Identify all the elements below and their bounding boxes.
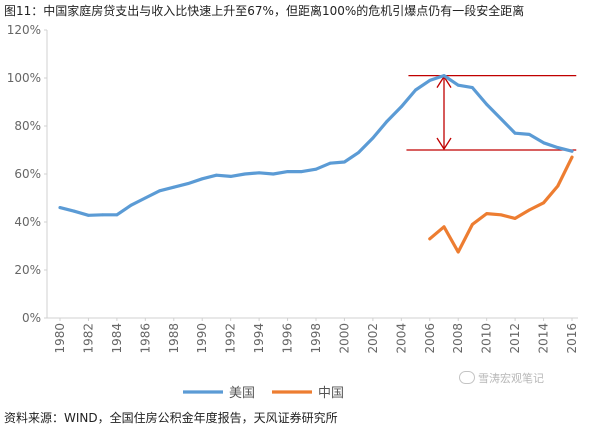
- data-point-2: [556, 184, 560, 188]
- data-point-1: [129, 203, 133, 207]
- data-point-1: [542, 141, 545, 145]
- data-point-1: [343, 160, 346, 164]
- x-tick-label: 2008: [451, 323, 465, 354]
- data-point-1: [271, 172, 275, 176]
- x-tick-label: 2010: [480, 323, 494, 354]
- gap-annotation: [406, 74, 577, 151]
- data-point-1: [371, 136, 375, 140]
- data-point-2: [570, 155, 574, 159]
- data-point-1: [172, 185, 176, 189]
- chart-legend: 美国 中国: [183, 386, 344, 401]
- y-tick-label: 100%: [7, 71, 41, 85]
- legend-label-2: 中国: [318, 386, 344, 401]
- x-tick-label: 1982: [81, 323, 95, 354]
- data-point-1: [357, 151, 361, 154]
- data-point-1: [414, 88, 417, 92]
- data-point-1: [499, 117, 503, 121]
- data-point-1: [101, 213, 105, 217]
- y-tick-label: 80%: [14, 119, 41, 133]
- source-note: 资料来源：WIND，全国住房公积金年度报告，天风证券研究所: [4, 411, 338, 425]
- x-tick-label: 2012: [508, 323, 522, 354]
- series-lines: [58, 73, 574, 254]
- data-point-1: [527, 133, 531, 136]
- x-tick-label: 1980: [53, 323, 67, 354]
- data-point-1: [442, 74, 446, 77]
- data-point-2: [499, 213, 503, 217]
- data-point-1: [72, 209, 76, 213]
- x-tick-label: 1996: [281, 323, 295, 354]
- x-tick-label: 1984: [110, 323, 124, 354]
- data-point-1: [556, 146, 560, 150]
- wechat-icon: [459, 371, 475, 384]
- data-point-1: [87, 213, 90, 217]
- x-tick-label: 2006: [423, 323, 437, 354]
- data-point-2: [442, 225, 446, 229]
- y-tick-label: 40%: [14, 215, 41, 229]
- y-tick-label: 60%: [14, 167, 41, 181]
- data-point-1: [328, 161, 332, 165]
- data-point-1: [286, 170, 289, 174]
- x-tick-label: 2000: [337, 323, 351, 354]
- data-point-1: [314, 167, 318, 171]
- x-tick-label: 1986: [138, 323, 152, 354]
- data-point-1: [385, 119, 389, 123]
- data-point-2: [428, 237, 432, 241]
- x-tick-label: 2002: [366, 323, 380, 354]
- data-point-1: [300, 170, 304, 174]
- data-point-2: [513, 217, 517, 220]
- y-tick-label: 20%: [14, 263, 41, 277]
- figure-title: 图11：中国家庭房贷支出与收入比快速上升至67%，但距离100%的危机引爆点仍有…: [4, 4, 525, 18]
- y-tick-label: 120%: [7, 23, 41, 37]
- data-point-1: [399, 105, 403, 109]
- gap-arrow-head-down: [436, 137, 452, 151]
- watermark: 雪涛宏观笔记: [459, 370, 544, 386]
- data-point-2: [542, 201, 545, 205]
- x-tick-label: 1988: [167, 323, 181, 354]
- data-point-1: [456, 83, 460, 87]
- series-line-2: [428, 155, 574, 254]
- x-tick-label: 2016: [565, 323, 579, 354]
- data-point-1: [428, 79, 432, 82]
- data-point-1: [215, 173, 218, 177]
- data-point-1: [471, 86, 474, 89]
- data-point-2: [471, 223, 474, 226]
- x-tick-label: 1994: [252, 323, 266, 354]
- data-point-1: [158, 189, 162, 193]
- chart-axes: [44, 29, 578, 321]
- watermark-text: 雪涛宏观笔记: [478, 372, 544, 385]
- data-point-1: [513, 131, 517, 135]
- data-point-1: [115, 213, 119, 217]
- data-point-1: [570, 149, 574, 153]
- data-point-2: [527, 208, 531, 212]
- x-tick-label: 1990: [195, 323, 209, 354]
- data-point-1: [58, 206, 62, 210]
- data-point-1: [229, 175, 233, 178]
- x-tick-label: 1992: [224, 323, 238, 354]
- data-point-2: [456, 250, 460, 254]
- data-point-1: [186, 182, 190, 186]
- y-tick-label: 0%: [22, 311, 41, 325]
- x-tick-label: 2004: [394, 323, 408, 354]
- data-point-1: [200, 177, 204, 181]
- series-line-1: [58, 73, 574, 217]
- x-tick-labels: 1980 1982 1984 1986 1988 1990 1992 1994 1996 1998…: [53, 323, 579, 354]
- x-tick-label: 1998: [309, 323, 323, 354]
- x-tick-label: 2014: [537, 323, 551, 354]
- y-tick-labels: 0% 20% 40% 60% 80% 100% 120%: [7, 23, 41, 325]
- data-point-1: [257, 171, 261, 175]
- data-point-1: [243, 172, 247, 176]
- legend-label-1: 美国: [229, 386, 255, 401]
- data-point-2: [485, 212, 489, 216]
- data-point-1: [485, 103, 489, 106]
- data-point-1: [143, 196, 147, 200]
